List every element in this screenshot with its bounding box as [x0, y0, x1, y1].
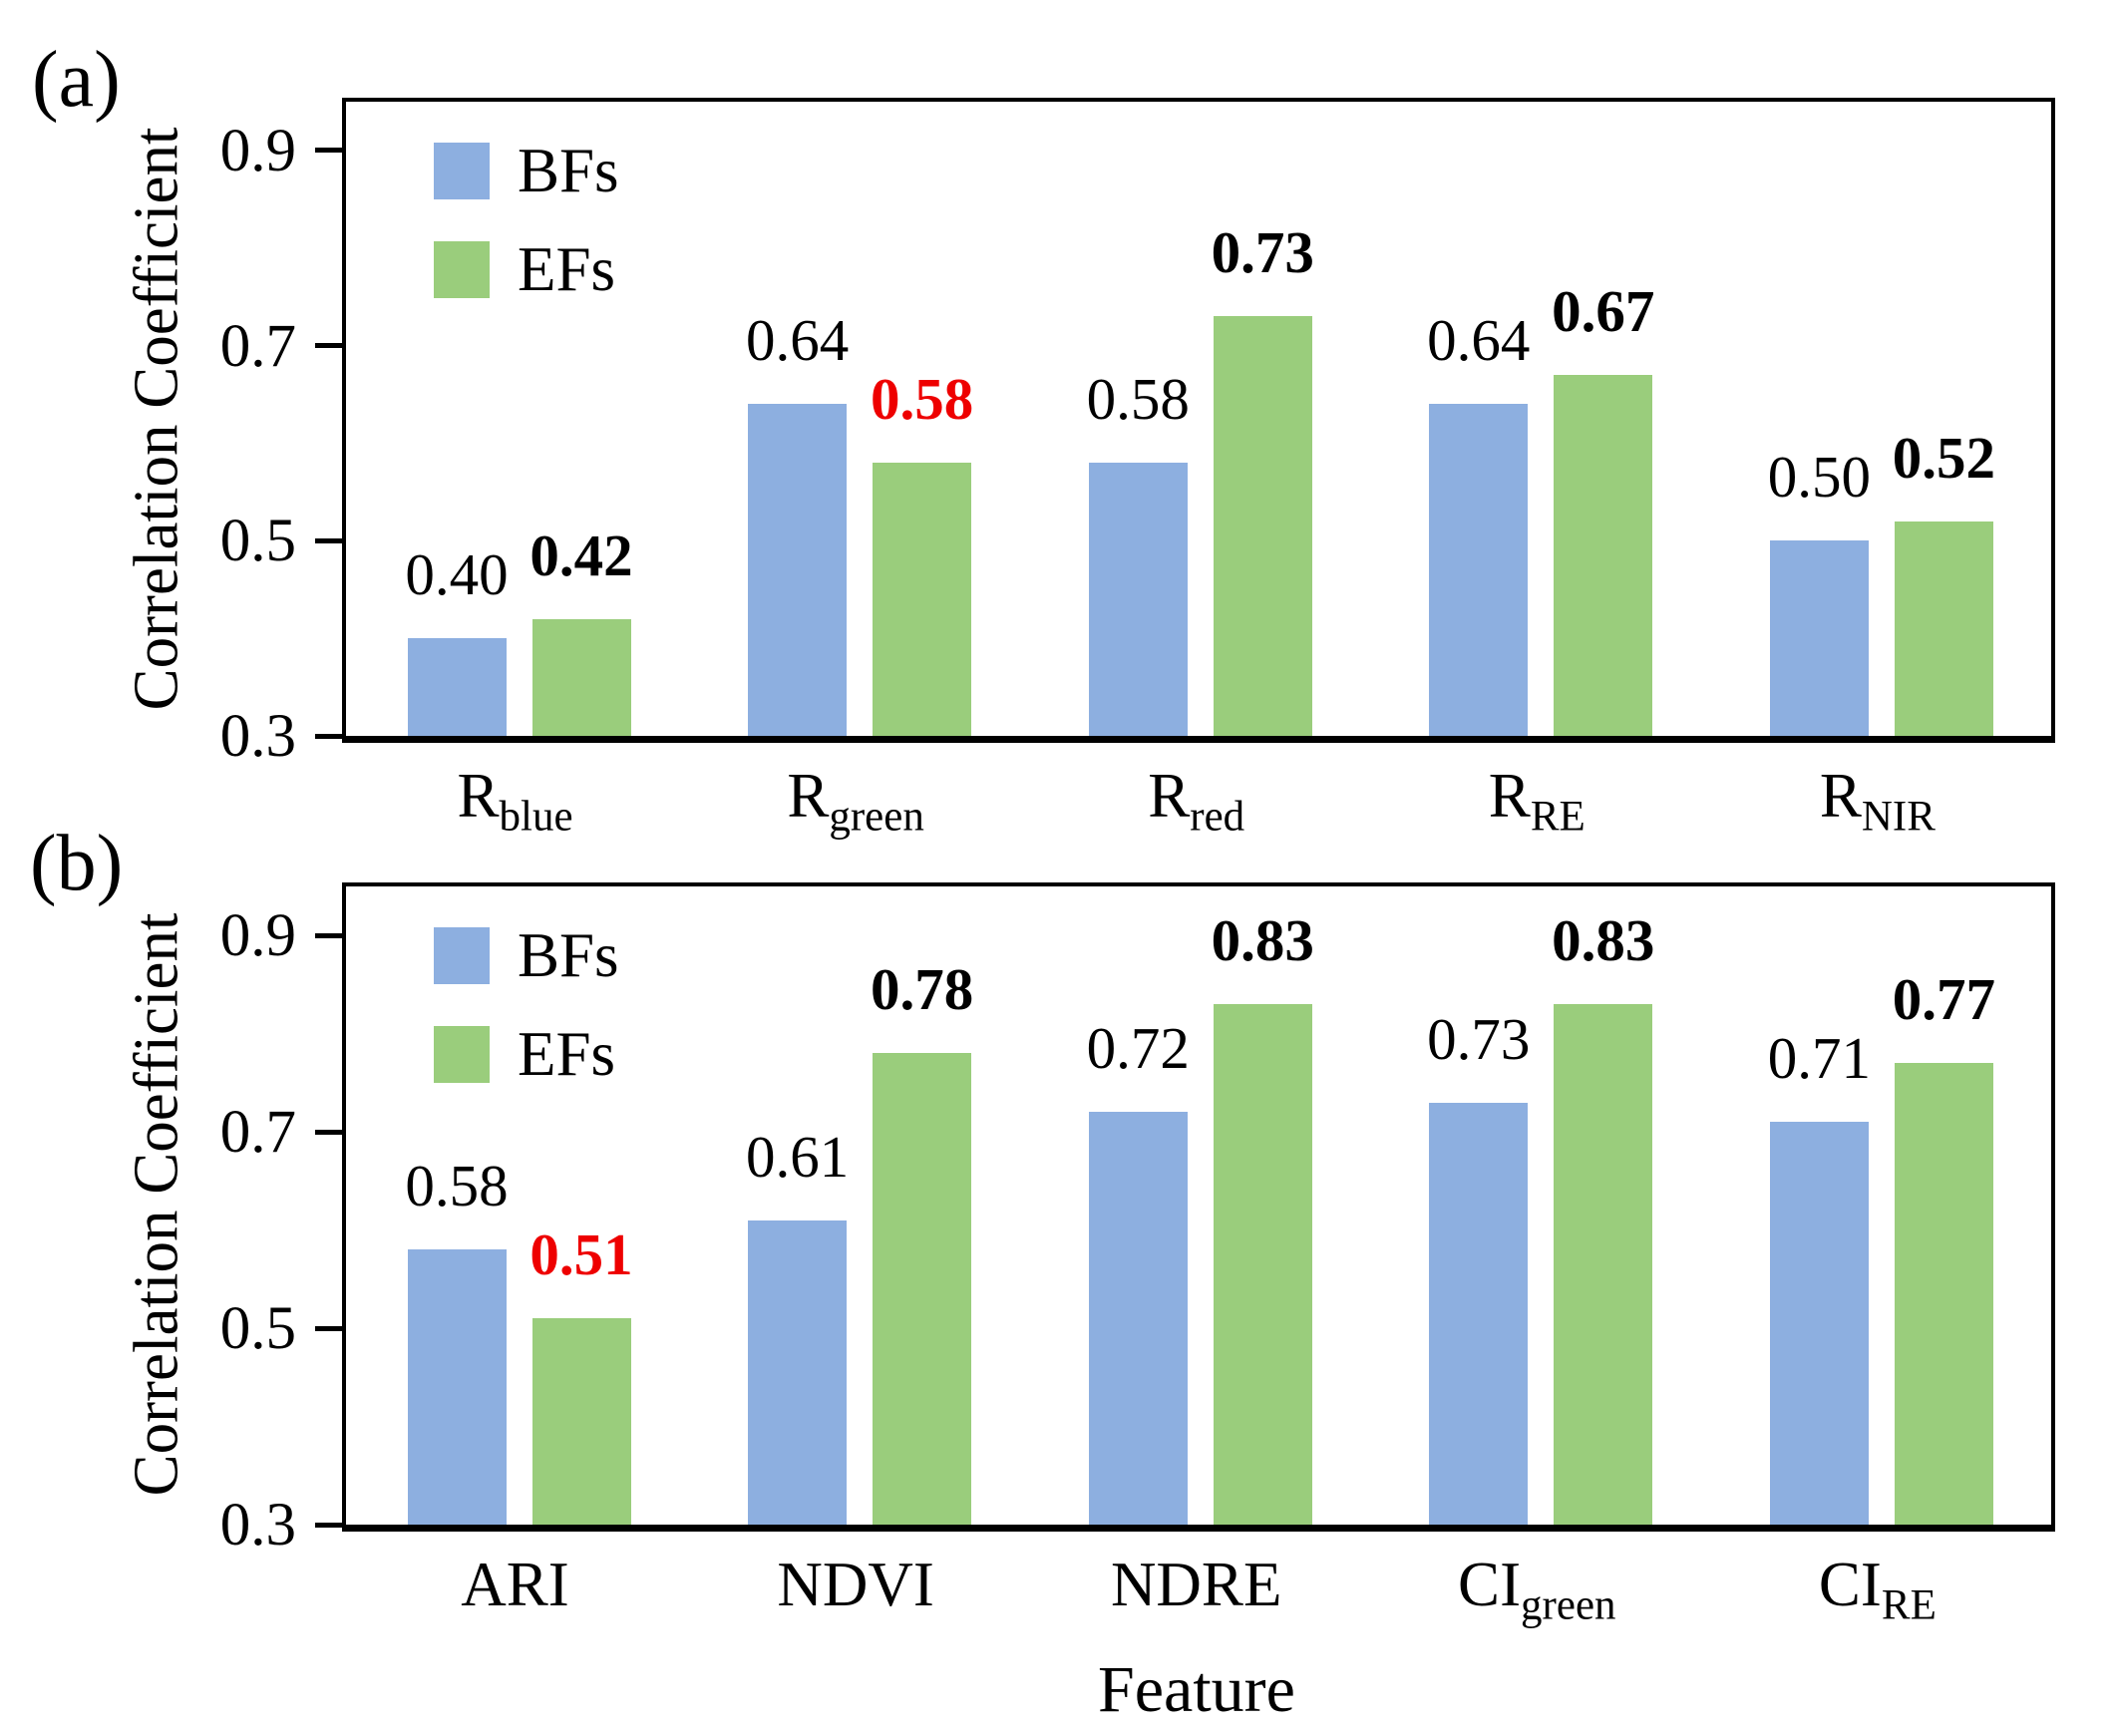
value-label-efs-b-1: 0.78	[870, 956, 974, 1023]
panel-a-category-label-4: RNIR	[1819, 761, 1936, 841]
panel-a-y-tick-mark-0	[315, 148, 342, 154]
panel-b-y-tick-label-0: 0.9	[219, 902, 296, 970]
panel-b-y-tick-mark-0	[315, 932, 342, 938]
bar-bfs-a-4	[1769, 540, 1869, 736]
panel-b-category-label-0: ARI	[461, 1550, 569, 1619]
panel-a-legend-item-bfs: BFs	[434, 140, 619, 202]
panel-b-y-tick-mark-2	[315, 1325, 342, 1331]
bar-efs-a-4	[1894, 521, 1993, 736]
panel-b-y-tick-label-2: 0.5	[219, 1295, 296, 1363]
value-label-efs-a-2: 0.73	[1211, 219, 1314, 286]
bar-efs-b-4	[1894, 1063, 1993, 1525]
panel-a-category-label-1: Rgreen	[787, 761, 924, 841]
panel-b-legend: BFs EFs	[434, 924, 619, 1122]
bar-bfs-b-2	[1088, 1112, 1188, 1525]
legend-label-bfs: BFs	[518, 136, 619, 205]
panel-a-category-axis: Rblue Rgreen Rred RRE RNIR	[342, 765, 2051, 874]
panel-a-legend: BFs EFs	[434, 140, 619, 337]
panel-a-y-tick-label-3: 0.3	[219, 703, 296, 770]
panel-b-category-label-1: NDVI	[777, 1550, 934, 1619]
value-label-bfs-b-1: 0.61	[745, 1123, 850, 1190]
panel-b-plot-area: BFs EFs 0.9 0.7 0.5 0.3 0.58 0.61 0.72 0.73 0.71 0…	[220, 882, 2055, 1556]
panel-a-y-tick-label-1: 0.7	[219, 312, 296, 380]
panel-a-category-label-0: Rblue	[457, 761, 573, 841]
panel-a-legend-item-efs: EFs	[434, 238, 619, 301]
value-label-bfs-a-0: 0.40	[405, 541, 509, 608]
value-label-bfs-a-4: 0.50	[1767, 444, 1872, 511]
value-label-bfs-b-3: 0.73	[1427, 1005, 1531, 1072]
bar-bfs-a-2	[1088, 463, 1188, 736]
legend-label-efs: EFs	[518, 1019, 616, 1089]
panel-b-y-tick-mark-1	[315, 1129, 342, 1135]
panel-a-y-tick-mark-2	[315, 537, 342, 543]
legend-swatch-efs-icon	[434, 241, 490, 298]
bar-efs-a-0	[531, 618, 631, 736]
value-label-bfs-b-4: 0.71	[1767, 1025, 1872, 1092]
legend-swatch-bfs-icon	[434, 143, 490, 199]
legend-swatch-bfs-icon	[434, 927, 490, 984]
bar-efs-a-1	[873, 463, 972, 736]
bar-efs-b-1	[873, 1053, 972, 1525]
value-label-efs-b-0: 0.51	[529, 1221, 633, 1288]
panel-b-legend-item-efs: EFs	[434, 1023, 619, 1086]
panel-a-letter: (a)	[32, 36, 121, 124]
bar-bfs-b-0	[407, 1249, 507, 1525]
value-label-bfs-a-1: 0.64	[745, 307, 850, 374]
bar-efs-b-2	[1213, 1004, 1312, 1525]
value-label-bfs-a-3: 0.64	[1427, 307, 1531, 374]
value-label-bfs-b-2: 0.72	[1086, 1015, 1190, 1082]
bar-bfs-b-4	[1769, 1122, 1869, 1525]
value-label-efs-a-1: 0.58	[870, 366, 974, 433]
value-label-efs-b-3: 0.83	[1552, 907, 1655, 974]
panel-b-y-tick-label-1: 0.7	[219, 1099, 296, 1167]
panel-b-letter: (b)	[30, 820, 124, 907]
legend-label-bfs: BFs	[518, 920, 619, 990]
panel-a-y-tick-label-0: 0.9	[219, 117, 296, 184]
legend-label-efs: EFs	[518, 234, 616, 304]
bar-bfs-b-1	[748, 1219, 848, 1525]
value-label-efs-b-4: 0.77	[1892, 966, 1996, 1033]
bar-bfs-a-0	[407, 638, 507, 736]
panel-b-y-axis-label: Correlation Coefficient	[121, 912, 191, 1497]
panel-b-legend-item-bfs: BFs	[434, 924, 619, 987]
panel-a-category-label-3: RRE	[1488, 761, 1586, 841]
x-axis-label-feature: Feature	[1098, 1653, 1295, 1726]
value-label-efs-b-2: 0.83	[1211, 907, 1314, 974]
panel-b-y-tick-label-3: 0.3	[219, 1492, 296, 1559]
panel-a-plot-area: BFs EFs 0.9 0.7 0.5 0.3 0.40 0.64 0.58 0.64 0.50 0…	[220, 98, 2055, 767]
value-label-efs-a-0: 0.42	[529, 521, 633, 588]
panel-a-y-tick-mark-3	[315, 733, 342, 739]
panel-a-y-axis-label: Correlation Coefficient	[121, 127, 191, 711]
bar-bfs-a-3	[1429, 404, 1529, 736]
legend-swatch-efs-icon	[434, 1026, 490, 1083]
panel-a-y-tick-label-2: 0.5	[219, 508, 296, 575]
panel-b-category-label-3: CIgreen	[1458, 1550, 1616, 1629]
value-label-bfs-b-0: 0.58	[405, 1153, 509, 1219]
panel-b-category-label-4: CIRE	[1818, 1550, 1937, 1629]
panel-a-category-label-2: Rred	[1148, 761, 1245, 841]
value-label-bfs-a-2: 0.58	[1086, 366, 1190, 433]
bar-efs-a-3	[1554, 374, 1653, 736]
panel-b-category-label-2: NDRE	[1110, 1550, 1282, 1619]
bar-efs-a-2	[1213, 316, 1312, 736]
panel-a-y-tick-mark-1	[315, 343, 342, 349]
bar-efs-b-0	[531, 1318, 631, 1525]
bar-bfs-a-1	[748, 404, 848, 736]
value-label-efs-a-3: 0.67	[1552, 277, 1655, 344]
panel-b-category-axis: ARI NDVI NDRE CIgreen CIRE	[342, 1554, 2051, 1663]
panel-b-y-tick-mark-3	[315, 1522, 342, 1528]
value-label-efs-a-4: 0.52	[1892, 424, 1996, 491]
bar-bfs-b-3	[1429, 1102, 1529, 1525]
bar-efs-b-3	[1554, 1004, 1653, 1525]
